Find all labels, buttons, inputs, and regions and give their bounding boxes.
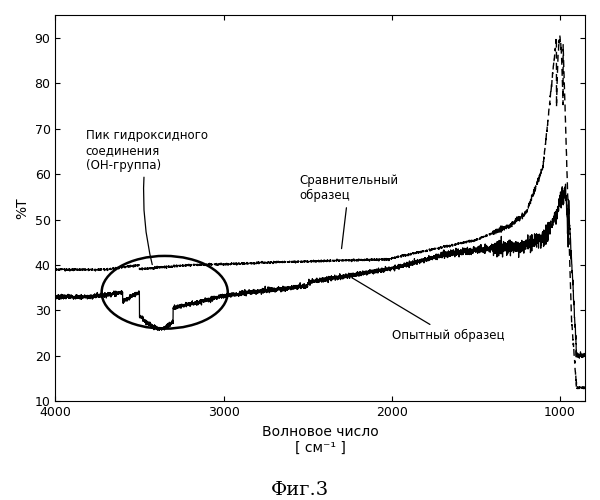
Text: Сравнительный
образец: Сравнительный образец xyxy=(299,174,398,248)
Text: Опытный образец: Опытный образец xyxy=(352,278,504,342)
Text: Пик гидроксидного
соединения
(ОН-группа): Пик гидроксидного соединения (ОН-группа) xyxy=(86,128,208,264)
X-axis label: Волновое число
[ см⁻¹ ]: Волновое число [ см⁻¹ ] xyxy=(262,425,379,455)
Y-axis label: %T: %T xyxy=(15,198,29,219)
Text: Фиг.3: Фиг.3 xyxy=(271,481,329,499)
